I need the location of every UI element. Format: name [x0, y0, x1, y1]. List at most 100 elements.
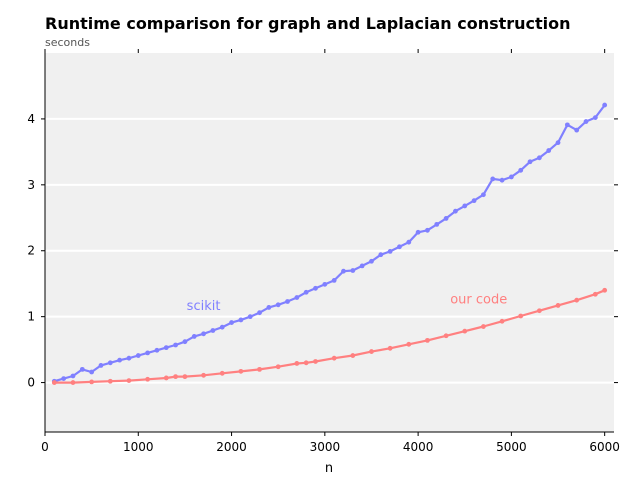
data-point-scikit — [219, 324, 225, 330]
y-tick-label: 2 — [27, 244, 35, 258]
data-point-scikit — [201, 331, 206, 337]
y-tick-label: 1 — [27, 310, 35, 324]
data-point-our-code — [574, 297, 580, 303]
data-point-scikit — [341, 268, 346, 274]
data-point-scikit — [406, 239, 412, 245]
data-point-scikit — [79, 366, 85, 372]
data-point-our-code — [163, 375, 169, 381]
data-point-scikit — [546, 148, 552, 153]
data-point-scikit — [508, 174, 514, 180]
x-tick-label: 2000 — [216, 440, 247, 454]
y-tick-label: 4 — [27, 112, 35, 126]
x-tick-label: 1000 — [123, 440, 154, 454]
data-point-scikit — [303, 289, 309, 295]
data-point-scikit — [294, 295, 300, 300]
data-point-scikit — [564, 122, 570, 128]
data-point-scikit — [462, 203, 468, 209]
data-point-scikit — [257, 310, 262, 316]
plot-area — [45, 53, 614, 432]
data-point-our-code — [425, 337, 430, 343]
data-point-scikit — [61, 376, 67, 382]
series-scikit — [51, 102, 608, 384]
data-point-our-code — [350, 353, 356, 358]
data-point-our-code — [369, 349, 374, 354]
data-point-scikit — [592, 115, 598, 120]
data-point-our-code — [303, 360, 309, 366]
data-point-scikit — [425, 227, 430, 233]
data-point-our-code — [443, 333, 449, 339]
data-point-our-code — [518, 313, 524, 319]
x-tick-label: 4000 — [403, 440, 434, 454]
data-point-our-code — [257, 366, 262, 372]
data-point-scikit — [499, 177, 505, 183]
data-point-our-code — [201, 372, 206, 378]
data-point-scikit — [574, 127, 580, 133]
data-point-scikit — [443, 216, 449, 221]
chart-subtitle: seconds — [45, 36, 90, 49]
data-point-scikit — [527, 159, 533, 165]
data-point-scikit — [322, 281, 328, 287]
data-point-scikit — [98, 363, 104, 368]
data-point-scikit — [331, 278, 337, 283]
data-point-scikit — [369, 258, 374, 264]
series-group — [51, 102, 608, 385]
y-tick-label: 0 — [27, 376, 35, 390]
data-point-our-code — [555, 303, 561, 308]
data-point-our-code — [126, 378, 132, 383]
x-tick-label: 5000 — [496, 440, 527, 454]
data-point-scikit — [266, 305, 272, 310]
data-point-scikit — [89, 369, 95, 375]
data-point-our-code — [331, 355, 337, 361]
data-point-our-code — [499, 318, 505, 324]
x-tick-label: 0 — [41, 440, 49, 454]
data-point-our-code — [145, 376, 151, 382]
data-point-scikit — [359, 263, 365, 269]
data-point-scikit — [453, 208, 458, 214]
series-our-code — [51, 287, 608, 385]
data-point-scikit — [350, 268, 356, 273]
data-point-our-code — [70, 380, 76, 385]
data-point-scikit — [163, 345, 169, 351]
data-point-scikit — [285, 299, 290, 304]
series-labels: scikit our code — [187, 292, 508, 314]
series-label-scikit: scikit — [187, 299, 221, 314]
data-point-scikit — [518, 167, 524, 173]
data-point-scikit — [173, 342, 178, 348]
data-point-our-code — [107, 378, 113, 384]
axes: 0 1 2 3 4 0 1000 2000 3000 4000 5000 6000 — [27, 49, 620, 454]
y-tick-label: 3 — [27, 178, 35, 192]
series-label-our-code: our code — [450, 292, 507, 307]
data-point-scikit — [182, 339, 188, 345]
data-point-our-code — [602, 287, 608, 293]
data-point-scikit — [555, 140, 561, 146]
data-point-scikit — [602, 102, 608, 108]
data-point-scikit — [275, 302, 281, 308]
x-axis-label: n — [325, 461, 333, 476]
data-point-scikit — [247, 314, 253, 320]
data-point-our-code — [592, 291, 598, 297]
data-point-scikit — [107, 360, 113, 366]
data-point-our-code — [406, 341, 412, 347]
data-point-our-code — [481, 324, 486, 329]
data-point-our-code — [89, 379, 95, 385]
data-point-our-code — [275, 364, 281, 370]
chart-title: Runtime comparison for graph and Laplaci… — [45, 14, 571, 33]
data-point-scikit — [238, 317, 244, 323]
data-point-scikit — [378, 252, 384, 258]
data-point-our-code — [294, 361, 300, 366]
data-point-scikit — [536, 155, 542, 161]
data-point-scikit — [583, 119, 589, 124]
data-point-scikit — [490, 176, 496, 182]
data-point-scikit — [191, 334, 197, 339]
data-point-scikit — [313, 285, 318, 291]
data-point-scikit — [70, 373, 76, 379]
data-point-our-code — [173, 374, 178, 380]
data-point-our-code — [462, 328, 468, 334]
data-point-our-code — [182, 374, 188, 380]
data-point-our-code — [536, 308, 542, 314]
data-point-scikit — [135, 353, 141, 358]
x-tick-label: 6000 — [589, 440, 620, 454]
data-point-our-code — [387, 345, 393, 351]
data-point-scikit — [387, 248, 393, 254]
